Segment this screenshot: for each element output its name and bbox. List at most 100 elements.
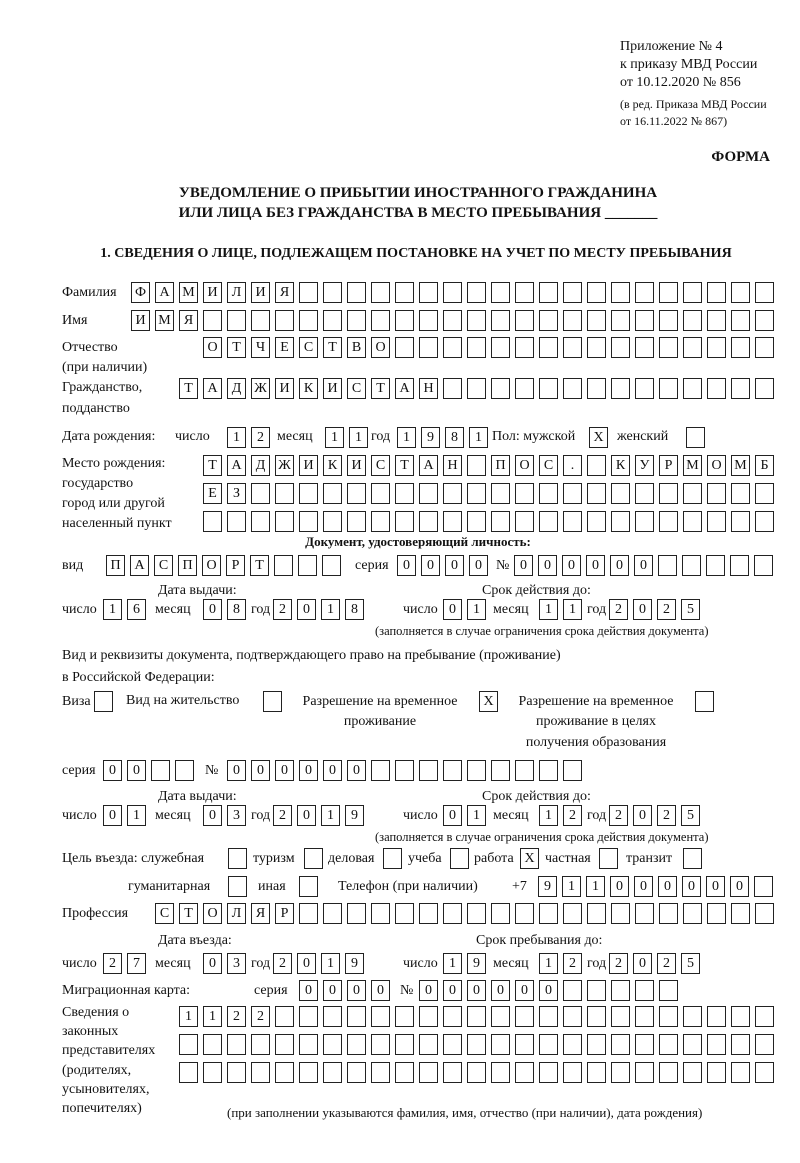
char-box[interactable]: С bbox=[299, 337, 318, 358]
char-box[interactable]: 0 bbox=[443, 805, 462, 826]
char-box[interactable] bbox=[443, 378, 462, 399]
char-box[interactable]: К bbox=[323, 455, 342, 476]
char-box[interactable] bbox=[275, 511, 294, 532]
char-box[interactable]: Ж bbox=[275, 455, 294, 476]
char-box[interactable] bbox=[515, 511, 534, 532]
char-box[interactable] bbox=[395, 483, 414, 504]
char-box[interactable]: Л bbox=[227, 903, 246, 924]
char-box[interactable]: 9 bbox=[467, 953, 486, 974]
char-box[interactable] bbox=[467, 378, 486, 399]
char-box[interactable]: Т bbox=[203, 455, 222, 476]
char-box[interactable]: И bbox=[203, 282, 222, 303]
char-box[interactable] bbox=[731, 903, 750, 924]
char-box[interactable] bbox=[611, 511, 630, 532]
checkbox[interactable] bbox=[299, 876, 318, 897]
char-box[interactable] bbox=[491, 282, 510, 303]
char-box[interactable] bbox=[251, 511, 270, 532]
char-box[interactable] bbox=[395, 511, 414, 532]
char-box[interactable] bbox=[707, 282, 726, 303]
char-box[interactable] bbox=[419, 337, 438, 358]
char-box[interactable]: С bbox=[347, 378, 366, 399]
char-box[interactable]: 0 bbox=[634, 876, 653, 897]
char-box[interactable]: С bbox=[371, 455, 390, 476]
char-box[interactable] bbox=[467, 1034, 486, 1055]
char-box[interactable] bbox=[491, 511, 510, 532]
char-box[interactable]: 6 bbox=[127, 599, 146, 620]
char-box[interactable] bbox=[491, 1034, 510, 1055]
char-box[interactable] bbox=[635, 980, 654, 1001]
char-box[interactable] bbox=[467, 455, 486, 476]
char-box[interactable] bbox=[443, 337, 462, 358]
char-box[interactable] bbox=[419, 1062, 438, 1083]
char-box[interactable]: Н bbox=[443, 455, 462, 476]
char-box[interactable]: 0 bbox=[275, 760, 294, 781]
char-box[interactable]: 1 bbox=[397, 427, 416, 448]
char-box[interactable] bbox=[563, 903, 582, 924]
char-box[interactable]: 0 bbox=[397, 555, 416, 576]
char-box[interactable] bbox=[659, 1062, 678, 1083]
char-box[interactable] bbox=[467, 282, 486, 303]
char-box[interactable] bbox=[635, 1062, 654, 1083]
char-box[interactable] bbox=[755, 483, 774, 504]
char-box[interactable] bbox=[587, 378, 606, 399]
char-box[interactable]: 2 bbox=[563, 953, 582, 974]
char-box[interactable] bbox=[539, 1062, 558, 1083]
char-box[interactable] bbox=[227, 1034, 246, 1055]
char-box[interactable] bbox=[683, 337, 702, 358]
char-box[interactable] bbox=[683, 1034, 702, 1055]
char-box[interactable]: Я bbox=[251, 903, 270, 924]
char-box[interactable]: 0 bbox=[297, 953, 316, 974]
char-box[interactable] bbox=[635, 337, 654, 358]
char-box[interactable] bbox=[299, 511, 318, 532]
char-box[interactable]: 0 bbox=[633, 805, 652, 826]
char-box[interactable] bbox=[371, 903, 390, 924]
char-box[interactable] bbox=[395, 760, 414, 781]
char-box[interactable] bbox=[659, 310, 678, 331]
char-box[interactable] bbox=[275, 310, 294, 331]
char-box[interactable]: 0 bbox=[467, 980, 486, 1001]
char-box[interactable]: И bbox=[275, 378, 294, 399]
char-box[interactable] bbox=[227, 310, 246, 331]
char-box[interactable]: 0 bbox=[251, 760, 270, 781]
char-box[interactable] bbox=[611, 378, 630, 399]
char-box[interactable]: И bbox=[347, 455, 366, 476]
char-box[interactable] bbox=[443, 511, 462, 532]
char-box[interactable] bbox=[395, 282, 414, 303]
char-box[interactable]: 1 bbox=[321, 599, 340, 620]
char-box[interactable] bbox=[322, 555, 341, 576]
char-box[interactable] bbox=[323, 1034, 342, 1055]
char-box[interactable] bbox=[323, 1006, 342, 1027]
char-box[interactable]: М bbox=[683, 455, 702, 476]
char-box[interactable]: Т bbox=[179, 378, 198, 399]
char-box[interactable]: 0 bbox=[682, 876, 701, 897]
char-box[interactable]: 1 bbox=[321, 953, 340, 974]
char-box[interactable]: О bbox=[203, 337, 222, 358]
char-box[interactable] bbox=[563, 980, 582, 1001]
char-box[interactable]: 9 bbox=[421, 427, 440, 448]
char-box[interactable] bbox=[515, 310, 534, 331]
char-box[interactable] bbox=[587, 1006, 606, 1027]
char-box[interactable] bbox=[659, 483, 678, 504]
char-box[interactable] bbox=[515, 378, 534, 399]
char-box[interactable]: С bbox=[155, 903, 174, 924]
char-box[interactable]: 0 bbox=[203, 953, 222, 974]
char-box[interactable] bbox=[443, 903, 462, 924]
char-box[interactable] bbox=[443, 310, 462, 331]
char-box[interactable] bbox=[347, 511, 366, 532]
char-box[interactable] bbox=[539, 1006, 558, 1027]
char-box[interactable] bbox=[175, 760, 194, 781]
char-box[interactable] bbox=[635, 511, 654, 532]
char-box[interactable] bbox=[563, 760, 582, 781]
char-box[interactable]: 8 bbox=[345, 599, 364, 620]
char-box[interactable] bbox=[539, 310, 558, 331]
char-box[interactable] bbox=[515, 337, 534, 358]
char-box[interactable] bbox=[467, 903, 486, 924]
char-box[interactable] bbox=[539, 1034, 558, 1055]
char-box[interactable] bbox=[275, 483, 294, 504]
char-box[interactable] bbox=[611, 483, 630, 504]
char-box[interactable] bbox=[635, 483, 654, 504]
char-box[interactable]: 1 bbox=[349, 427, 368, 448]
char-box[interactable] bbox=[203, 310, 222, 331]
char-box[interactable] bbox=[395, 337, 414, 358]
char-box[interactable] bbox=[323, 483, 342, 504]
